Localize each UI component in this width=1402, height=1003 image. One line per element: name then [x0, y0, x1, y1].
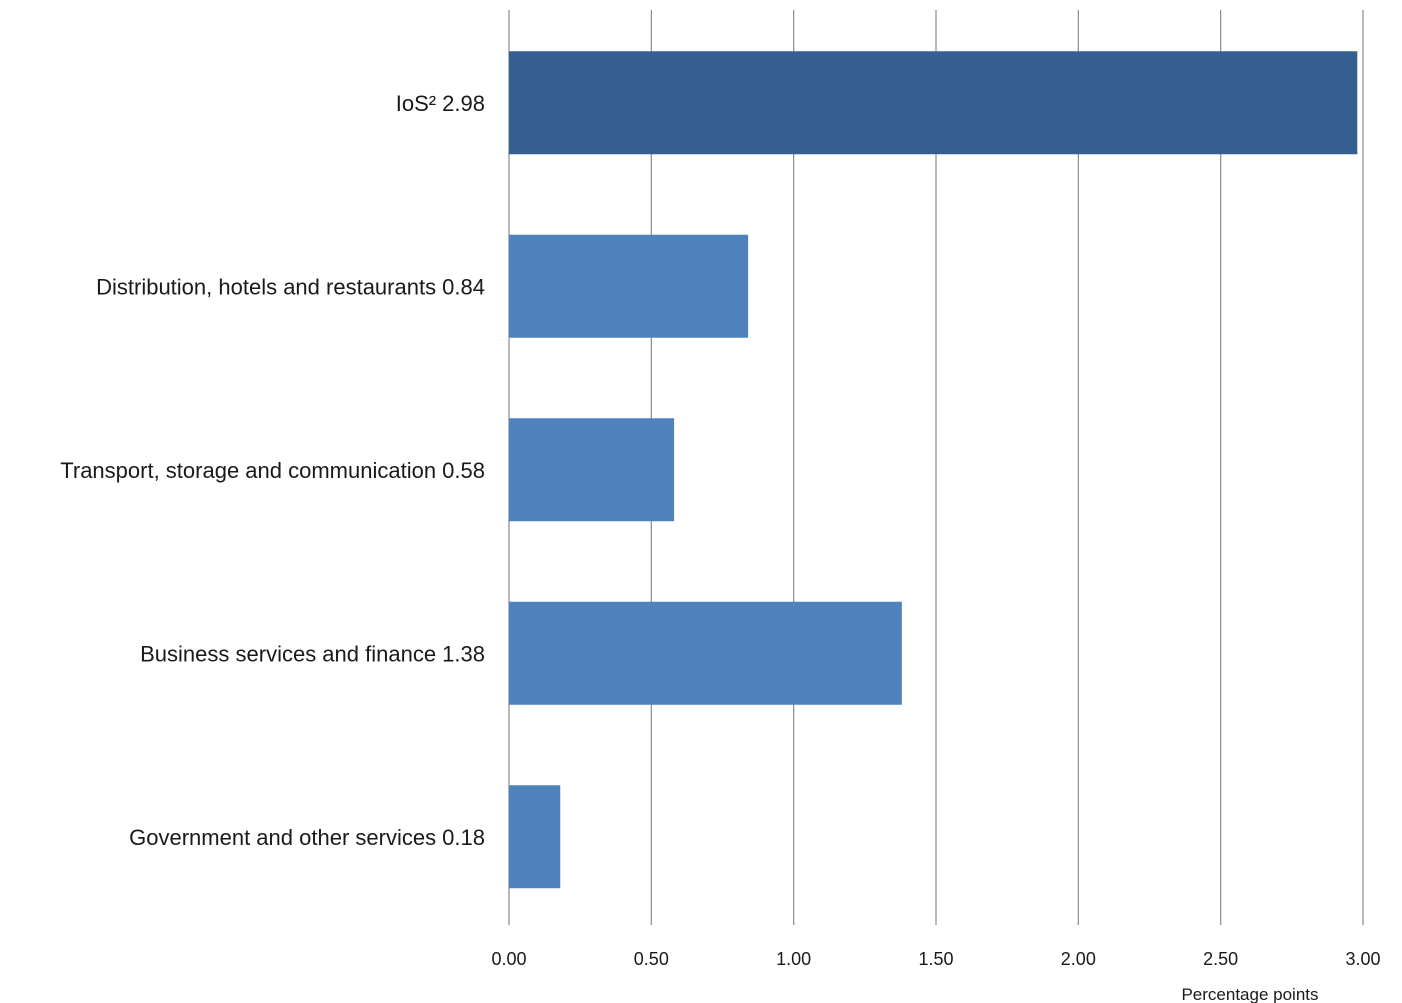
category-label: Government and other services 0.18: [129, 825, 485, 850]
x-tick-label: 1.00: [776, 949, 811, 969]
bar: [509, 785, 561, 889]
chart-category-labels: IoS² 2.98 Distribution, hotels and restau…: [60, 91, 485, 850]
bar: [509, 418, 675, 522]
category-label: Transport, storage and communication 0.5…: [60, 458, 485, 483]
bar: [509, 601, 902, 705]
x-tick-label: 0.50: [634, 949, 669, 969]
bar: [509, 51, 1358, 155]
x-tick-label: 2.00: [1061, 949, 1096, 969]
x-tick-label: 0.00: [491, 949, 526, 969]
x-tick-label: 3.00: [1345, 949, 1380, 969]
x-axis-title: Percentage points: [1181, 985, 1318, 1003]
category-label: Distribution, hotels and restaurants 0.8…: [96, 274, 485, 299]
chart-x-tick-labels: 0.00 0.50 1.00 1.50 2.00 2.50 3.00: [491, 949, 1380, 969]
category-label: IoS² 2.98: [396, 91, 485, 116]
chart-bars: [509, 51, 1358, 889]
category-label: Business services and finance 1.38: [140, 641, 485, 666]
bar: [509, 234, 749, 338]
x-tick-label: 1.50: [918, 949, 953, 969]
chart-gridlines: [508, 10, 1364, 925]
x-tick-label: 2.50: [1203, 949, 1238, 969]
